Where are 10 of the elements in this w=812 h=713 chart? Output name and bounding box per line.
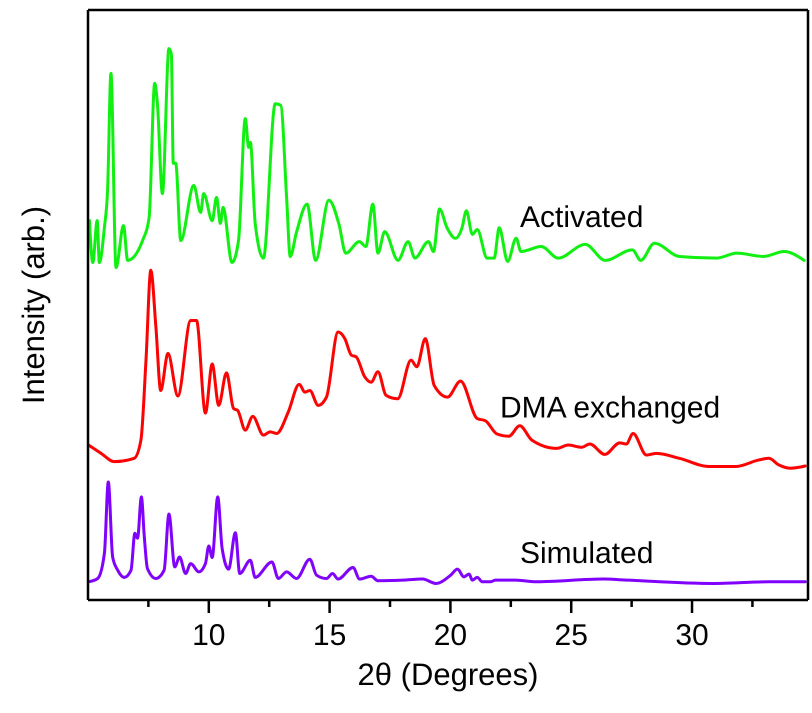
x-tick-label: 30 <box>675 619 709 652</box>
series-label: Simulated <box>520 537 654 570</box>
x-tick-label: 25 <box>554 619 588 652</box>
series-label: DMA exchanged <box>500 391 720 424</box>
x-tick-label: 20 <box>434 619 468 652</box>
y-axis-title: Intensity (arb.) <box>16 206 51 404</box>
x-tick-label: 15 <box>312 619 346 652</box>
x-axis-title: 2θ (Degrees) <box>358 657 538 692</box>
x-tick-label: 10 <box>192 619 226 652</box>
series-label: Activated <box>520 201 644 234</box>
